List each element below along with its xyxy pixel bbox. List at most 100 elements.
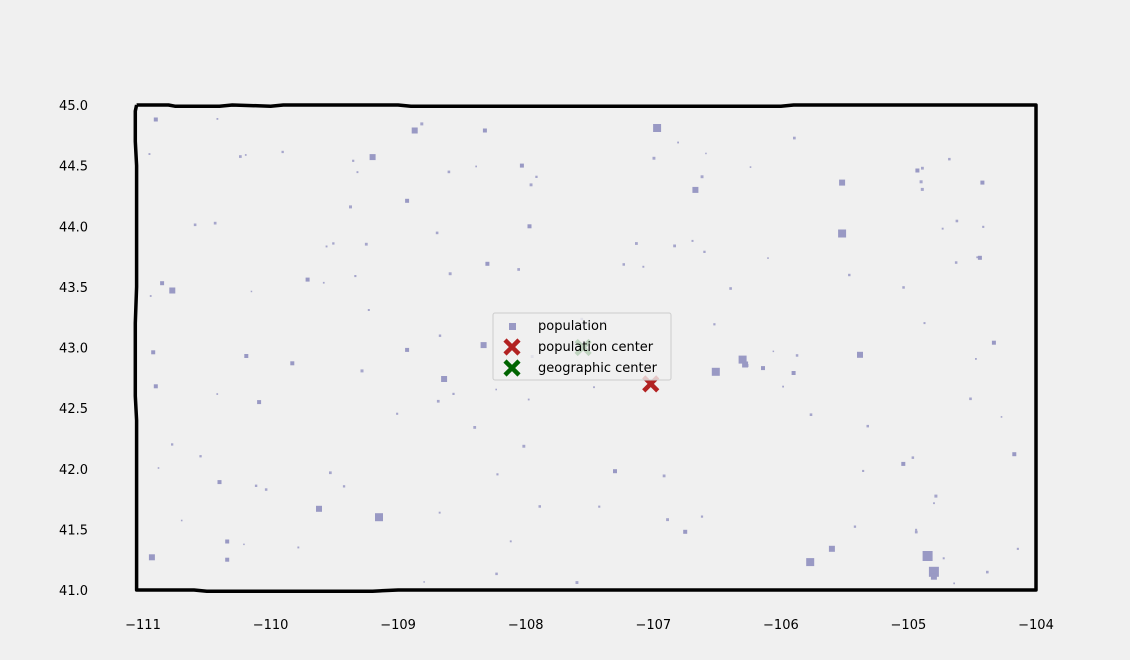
small-population-dot — [915, 528, 918, 531]
small-population-dot — [1000, 416, 1003, 418]
small-population-dot — [914, 530, 918, 534]
population-point — [480, 342, 487, 349]
small-population-dot — [216, 393, 219, 395]
small-population-dot — [954, 261, 958, 264]
population-point — [839, 179, 846, 186]
population-point — [485, 261, 490, 266]
small-population-dot — [297, 546, 300, 549]
small-population-dot — [703, 250, 706, 253]
population-point — [1012, 452, 1017, 457]
small-population-dot — [250, 290, 253, 293]
small-population-dot — [749, 166, 752, 168]
population-point — [683, 529, 688, 534]
small-population-dot — [325, 245, 328, 248]
legend-entry-population: population — [509, 319, 607, 334]
small-population-dot — [148, 153, 151, 155]
legend-label-population: population — [538, 319, 607, 334]
small-population-dot — [329, 471, 332, 475]
small-population-dot — [923, 322, 926, 325]
small-population-dot — [243, 543, 245, 546]
population-point — [369, 154, 376, 161]
population-point — [169, 287, 176, 294]
small-population-dot — [642, 265, 645, 268]
y-tick-label: 44.5 — [59, 160, 88, 175]
small-population-dot — [862, 469, 865, 472]
x-tick-label: −108 — [508, 618, 544, 633]
population-point — [405, 198, 410, 203]
small-population-dot — [342, 485, 346, 488]
legend-x-marker-green — [503, 359, 521, 377]
small-population-dot — [662, 474, 666, 478]
small-population-dot — [535, 175, 538, 178]
small-population-dot — [420, 122, 424, 126]
legend-entry-population-center: population center — [503, 338, 654, 356]
population-point — [305, 277, 310, 282]
y-tick-label: 43.5 — [59, 281, 88, 296]
population-point — [742, 361, 749, 368]
small-population-dot — [360, 369, 364, 373]
small-population-dot — [538, 505, 541, 508]
small-population-dot — [934, 494, 938, 498]
x-tick-label: −106 — [763, 618, 799, 633]
small-population-dot — [423, 581, 425, 583]
small-population-dot — [919, 180, 923, 184]
small-population-dot — [975, 358, 977, 360]
y-tick-label: 43.0 — [59, 342, 88, 357]
y-tick-label: 44.0 — [59, 220, 88, 235]
small-population-dot — [691, 239, 694, 242]
small-population-dot — [942, 557, 945, 560]
population-point — [791, 371, 796, 375]
small-population-dot — [244, 154, 247, 156]
population-point — [711, 367, 720, 376]
x-tick-label: −105 — [891, 618, 927, 633]
small-population-dot — [435, 231, 439, 235]
small-population-dot — [921, 166, 924, 170]
small-population-dot — [700, 175, 704, 179]
population-point — [828, 545, 835, 552]
population-point — [375, 513, 383, 522]
small-population-dot — [239, 155, 242, 158]
small-population-dot — [941, 227, 944, 230]
small-population-dot — [216, 118, 219, 120]
small-population-dot — [933, 502, 935, 505]
small-population-dot — [713, 323, 716, 326]
legend: population population center geographic … — [492, 312, 672, 381]
small-population-dot — [517, 268, 520, 271]
small-population-dot — [920, 187, 924, 191]
small-population-dot — [332, 242, 335, 245]
small-population-dot — [199, 455, 202, 458]
small-population-dot — [495, 572, 498, 576]
legend-x-marker-red — [503, 338, 521, 356]
legend-label-geographic-center: geographic center — [538, 361, 658, 376]
small-population-dot — [213, 221, 217, 225]
small-population-dot — [677, 141, 679, 144]
small-population-dot — [902, 286, 905, 289]
population-point — [738, 355, 747, 364]
small-population-dot — [575, 581, 579, 584]
small-population-dot — [1016, 547, 1019, 550]
small-population-dot — [264, 488, 268, 491]
small-population-dot — [982, 225, 985, 228]
small-population-dot — [436, 399, 440, 403]
population-point — [930, 573, 937, 580]
small-population-dot — [948, 157, 951, 161]
small-population-dot — [349, 205, 352, 209]
small-population-dot — [700, 515, 704, 518]
population-point — [148, 554, 155, 561]
population-point — [806, 558, 815, 567]
population-point — [901, 461, 906, 466]
small-population-dot — [652, 156, 656, 160]
population-point — [761, 366, 765, 371]
population-point — [977, 255, 982, 260]
small-population-dot — [853, 525, 857, 528]
x-tick-label: −104 — [1018, 618, 1054, 633]
small-population-dot — [529, 183, 533, 187]
small-population-dot — [986, 570, 989, 574]
population-point — [519, 163, 524, 168]
population-point — [316, 505, 322, 512]
small-population-dot — [322, 281, 325, 284]
small-population-dot — [496, 473, 499, 476]
legend-frame — [492, 312, 672, 381]
x-tick-label: −111 — [125, 618, 161, 633]
small-population-dot — [157, 467, 160, 469]
